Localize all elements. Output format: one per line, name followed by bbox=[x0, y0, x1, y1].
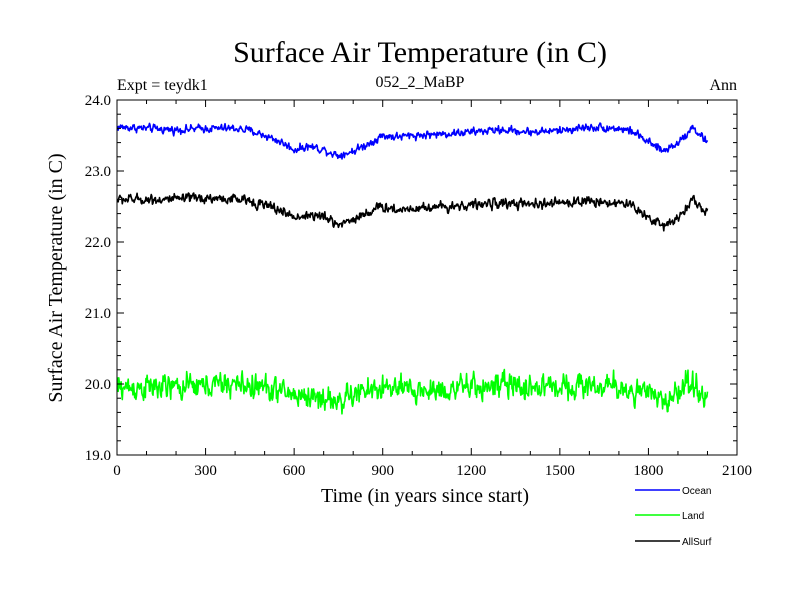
legend-label-ocean: Ocean bbox=[682, 486, 711, 497]
x-tick-label: 1800 bbox=[633, 463, 663, 479]
chart-title: Surface Air Temperature (in C) bbox=[233, 36, 607, 69]
y-tick-label: 23.0 bbox=[85, 164, 111, 180]
x-tick-label: 1200 bbox=[456, 463, 486, 479]
x-tick-label: 300 bbox=[194, 463, 217, 479]
period-label: 052_2_MaBP bbox=[376, 74, 465, 91]
legend-label-allsurf: AllSurf bbox=[682, 537, 712, 548]
y-tick-label: 22.0 bbox=[85, 235, 111, 251]
legend-label-land: Land bbox=[682, 511, 704, 522]
y-axis-label: Surface Air Temperature (in C) bbox=[45, 153, 67, 402]
series-line-allsurf bbox=[117, 192, 709, 232]
season-label: Ann bbox=[709, 77, 737, 94]
x-tick-label: 0 bbox=[113, 463, 121, 479]
y-tick-label: 20.0 bbox=[85, 377, 111, 393]
series-layer bbox=[117, 122, 709, 415]
x-tick-label: 2100 bbox=[722, 463, 752, 479]
y-tick-label: 24.0 bbox=[85, 93, 111, 109]
legend: Ocean Land AllSurf bbox=[635, 486, 712, 548]
experiment-label: Expt = teydk1 bbox=[117, 77, 208, 94]
plot-frame bbox=[116, 99, 738, 456]
x-tick-label: 600 bbox=[283, 463, 306, 479]
x-tick-label: 1500 bbox=[545, 463, 575, 479]
y-tick-label: 19.0 bbox=[85, 448, 111, 464]
y-tick-label: 21.0 bbox=[85, 306, 111, 322]
x-tick-label: 900 bbox=[371, 463, 394, 479]
axis-layer: 0 300 600 900 1200 1500 1800 2100 19.0 20.0 21.0 22… bbox=[85, 93, 752, 479]
x-axis-label: Time (in years since start) bbox=[321, 485, 529, 507]
series-line-land bbox=[117, 368, 709, 415]
series-line-ocean bbox=[117, 122, 709, 160]
